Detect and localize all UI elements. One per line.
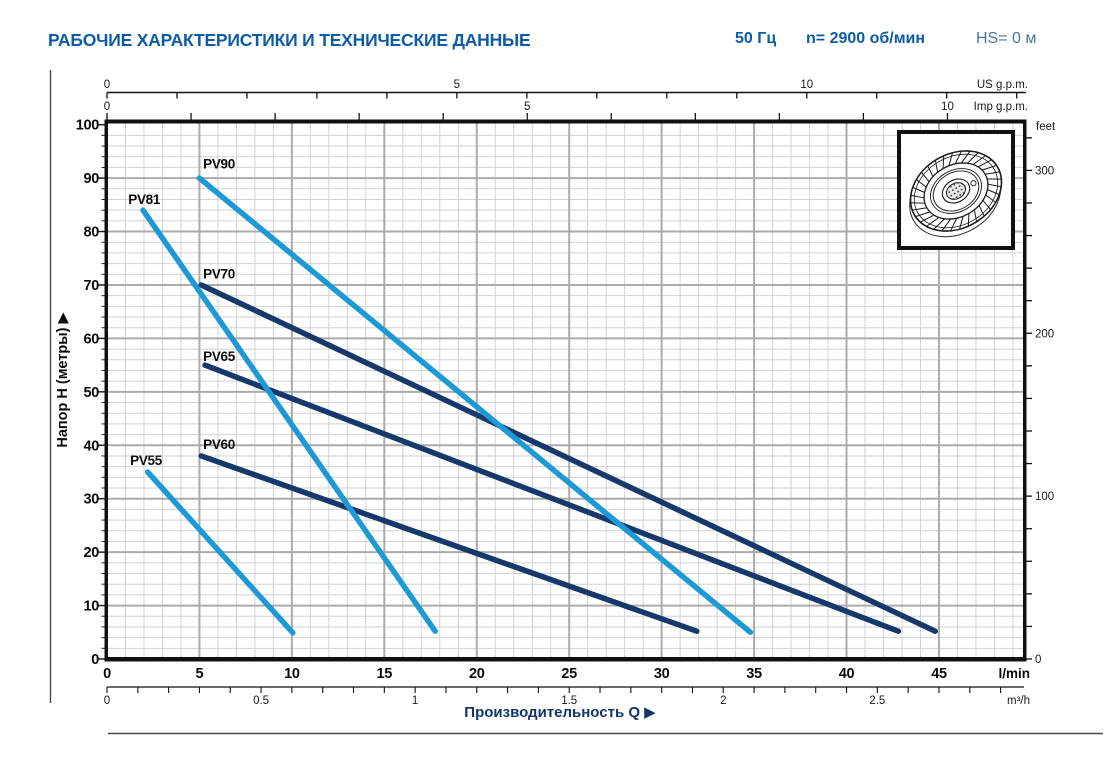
speed-value: n= 2900 об/мин [806,30,926,47]
axis-text: 0.5 [253,695,269,707]
axis-text: 5 [196,666,204,682]
axis-text: 5 [454,79,460,91]
curve-PV81 [140,207,438,634]
y-axis-title: Напор H (метры) ▶ [55,312,71,448]
series-label-PV70: PV70 [203,267,235,282]
axis-text: 10 [800,79,813,91]
us-gpm-unit: US g.p.m. [977,79,1028,91]
series-label-PV55: PV55 [130,453,163,468]
series-curves [140,175,939,636]
axis-text: 80 [83,225,99,241]
axis-text: 0 [1035,654,1041,666]
axis-text: 10 [83,599,99,615]
feet-unit: feet [1036,121,1056,133]
axis-text: 15 [377,666,393,682]
axis-text: 1 [412,695,418,707]
axis-text: 60 [83,331,99,347]
axis-text: 200 [1035,328,1054,340]
axis-text: 70 [83,278,99,294]
m3h-unit: m³/h [1007,695,1030,707]
axis-text: 35 [746,666,762,682]
axis-text: 100 [1035,491,1054,503]
axis-text: 2 [720,695,726,707]
axis-text: 5 [524,101,530,113]
imp-gpm-axis: 0 5 10 Imp g.p.m. [104,101,1028,120]
axis-text: 50 [83,385,99,401]
curve-PV65 [202,362,902,634]
axis-text: 0 [104,101,110,113]
axis-text: 30 [654,666,670,682]
curve-PV55 [144,469,296,636]
curve-PV60 [198,453,700,634]
axis-text: 100 [76,118,100,134]
meters-axis: 0 10 20 30 40 50 60 70 80 90 100 Напор H (метры) ▶ [55,118,105,668]
axis-text: 10 [941,101,954,113]
series-label-PV60: PV60 [203,437,235,452]
page-title: РАБОЧИЕ ХАРАКТЕРИСТИКИ И ТЕХНИЧЕСКИЕ ДАН… [48,30,531,50]
series-label-PV90: PV90 [203,156,235,171]
axis-text: 40 [839,666,855,682]
impeller-image [897,130,1015,250]
lmin-unit: l/min [998,666,1030,681]
m3h-axis: 0 0.5 1 1.5 2 2.5 m³/h [104,686,1030,707]
page-rules [49,70,1103,735]
axis-text: 300 [1035,165,1054,177]
plot-border [104,119,1027,662]
axis-text: 0 [104,695,110,707]
lmin-axis: 0 5 10 15 20 25 30 35 40 45 l/min [103,666,1030,682]
x-axis-title-text: Производительность Q ▶ [464,704,656,721]
axis-text: 0 [103,666,111,682]
x-axis-title: Производительность Q ▶ [464,704,656,721]
axis-text: 20 [83,545,99,561]
axis-text: 40 [83,438,99,454]
axis-text: 2.5 [869,695,885,707]
imp-gpm-unit: Imp g.p.m. [974,101,1028,113]
axis-text: 10 [284,666,300,682]
impeller-drawing [909,150,1003,238]
axis-text: 45 [931,666,947,682]
curve-PV90 [196,175,754,636]
axis-text: 25 [561,666,577,682]
axis-text: 1.5 [561,695,577,707]
axis-text: 90 [83,171,99,187]
series-label-PV65: PV65 [203,349,236,364]
feet-axis: 0 100 200 300 feet [1026,121,1056,666]
axis-text: 0 [104,79,110,91]
series-labels: PV90 PV81 PV70 PV65 PV60 PV55 [128,156,236,468]
curve-PV70 [198,282,939,634]
suction-head-value: HS= 0 м [976,30,1037,47]
axis-text: 20 [469,666,485,682]
series-label-PV81: PV81 [128,192,161,207]
axis-text: 0 [91,652,99,668]
frequency-value: 50 Гц [735,30,777,47]
us-gpm-axis: 0 5 10 US g.p.m. [104,79,1028,99]
axis-text: 30 [83,492,99,508]
